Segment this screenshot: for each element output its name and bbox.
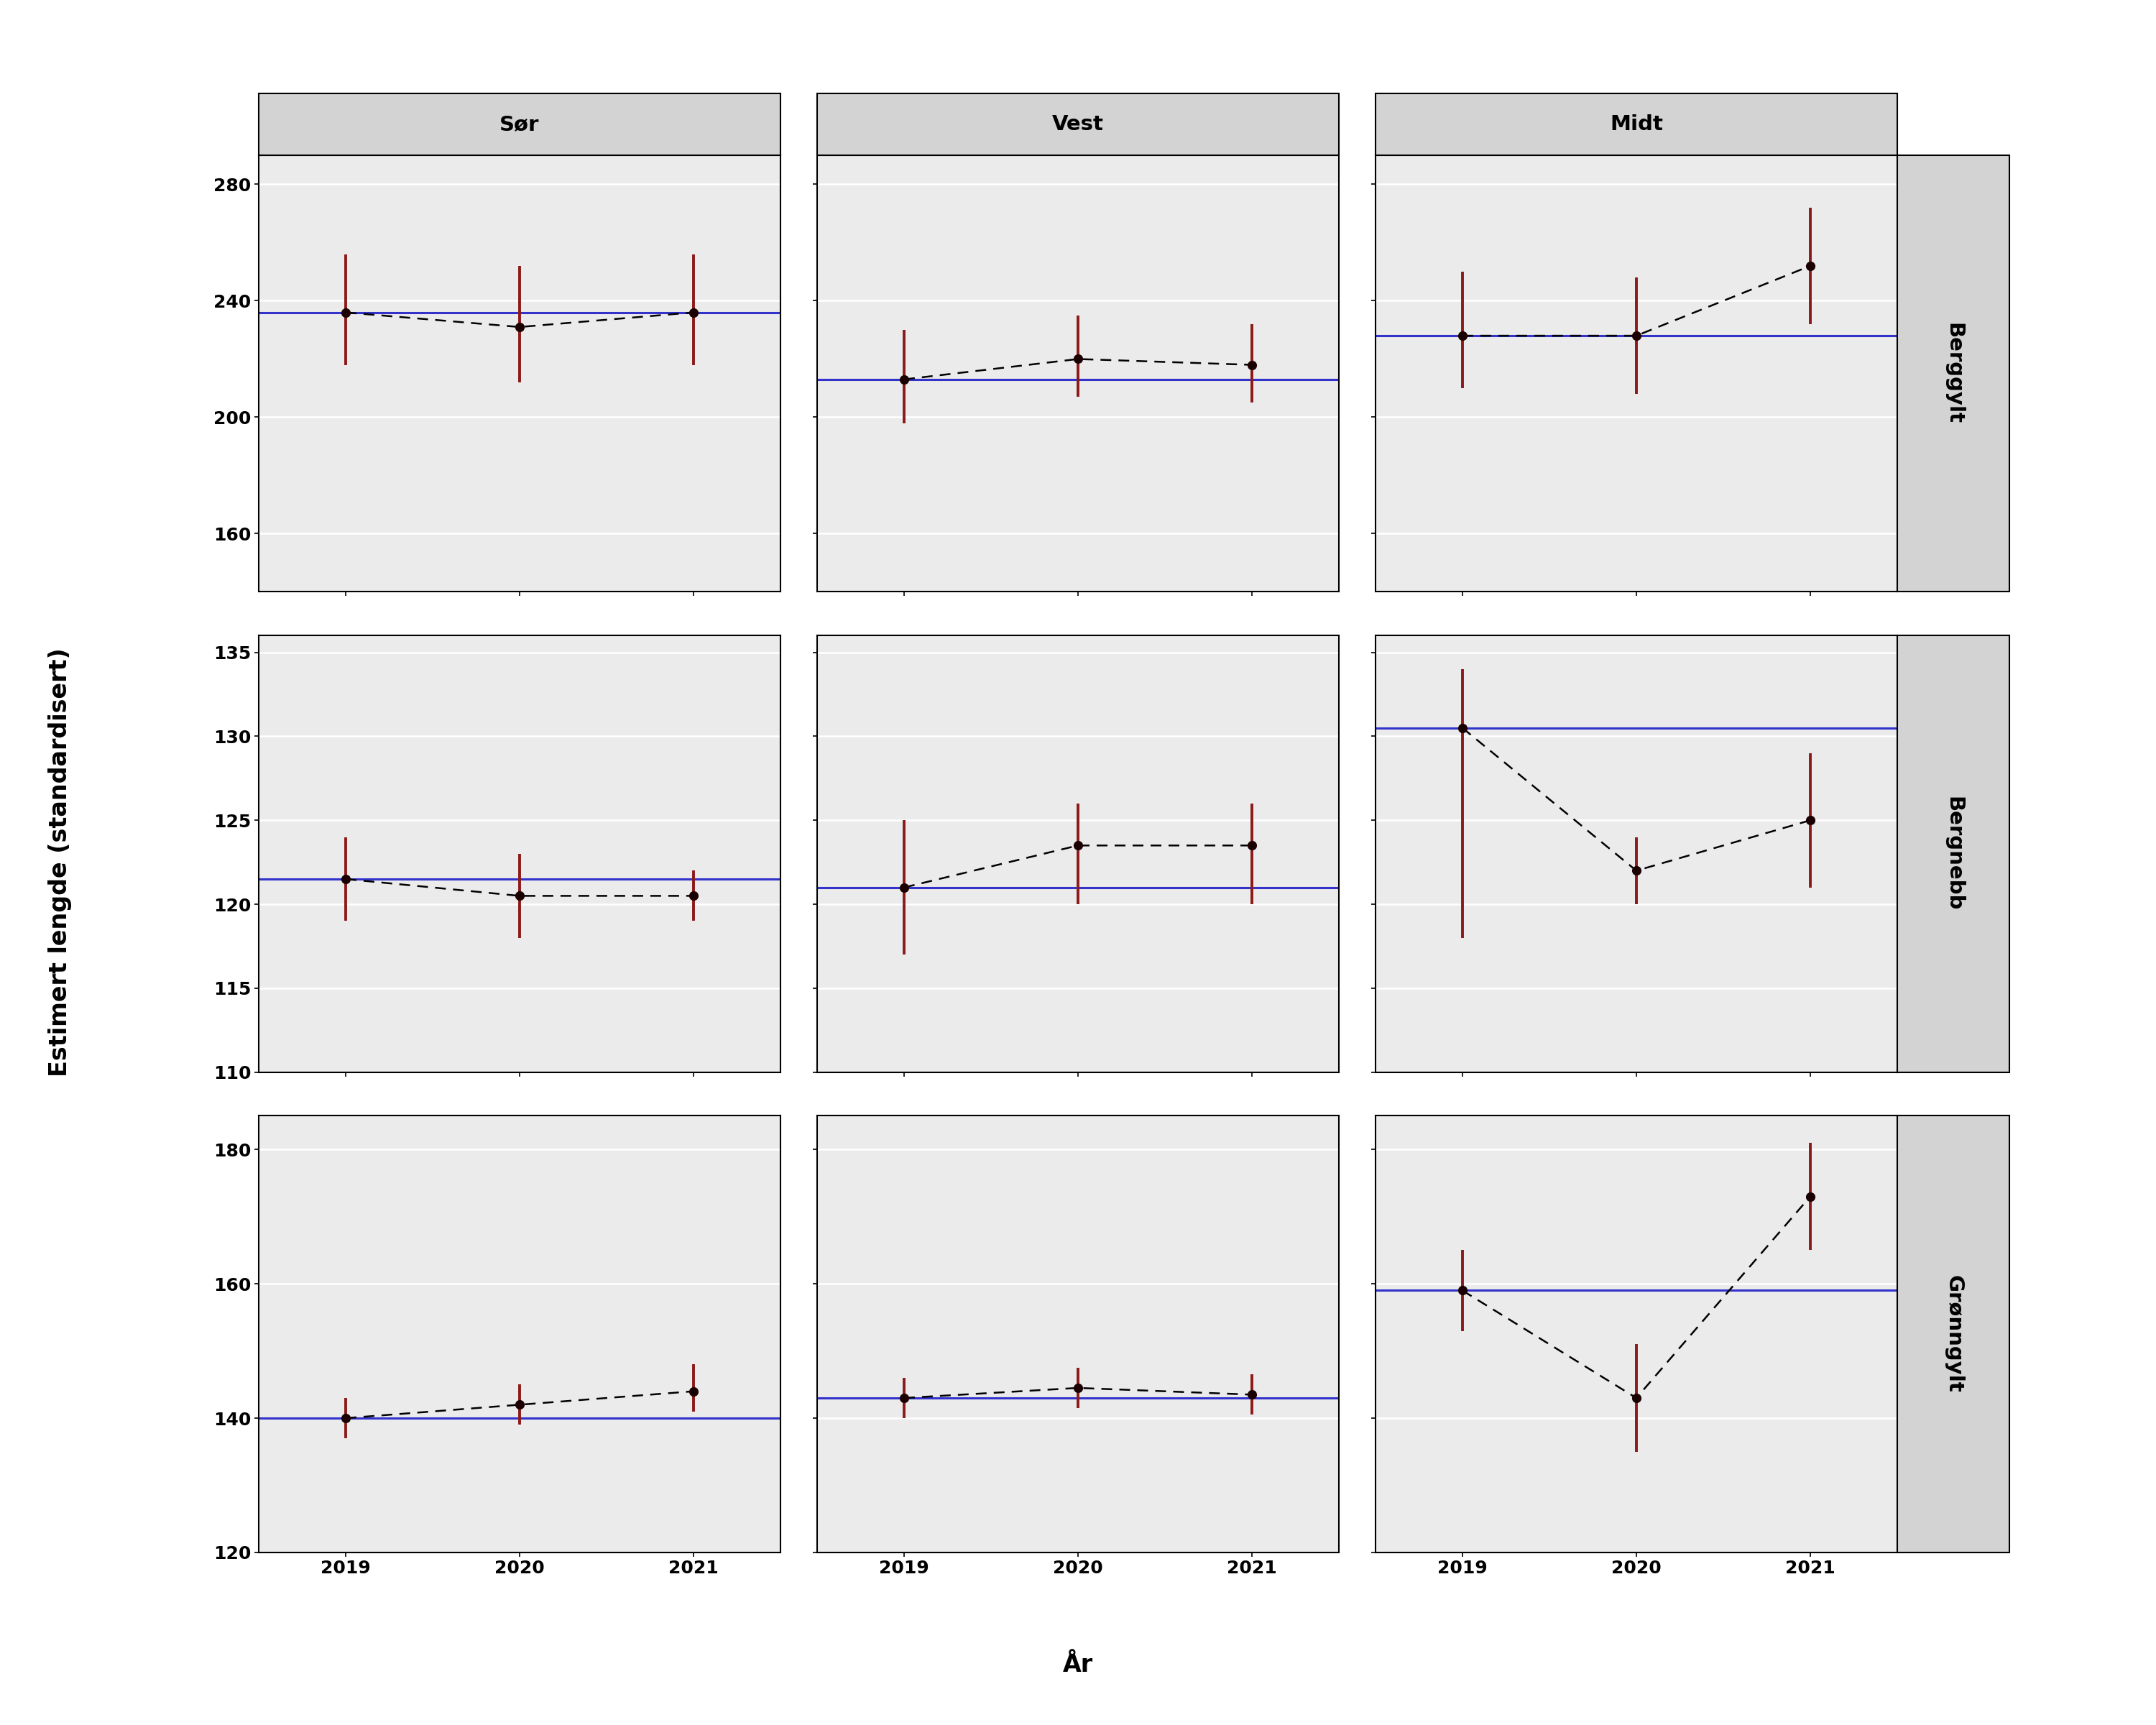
- Point: [1445, 323, 1479, 350]
- Text: Bergnebb: Bergnebb: [1943, 797, 1964, 911]
- Point: [886, 873, 921, 900]
- Point: [1619, 857, 1654, 885]
- Point: [1619, 1383, 1654, 1411]
- Point: [328, 866, 362, 894]
- Point: [1794, 807, 1828, 835]
- Point: [1235, 831, 1270, 859]
- Text: Berggylt: Berggylt: [1943, 323, 1964, 424]
- Point: [1619, 323, 1654, 350]
- Point: [677, 298, 711, 326]
- Text: Midt: Midt: [1611, 114, 1662, 135]
- Point: [1445, 1276, 1479, 1304]
- Point: [1061, 1375, 1095, 1402]
- Point: [1445, 714, 1479, 742]
- Point: [1235, 1380, 1270, 1408]
- Point: [502, 881, 537, 909]
- Text: Grønngylt: Grønngylt: [1943, 1275, 1964, 1394]
- Text: Vest: Vest: [1052, 114, 1104, 135]
- Point: [677, 881, 711, 909]
- Point: [328, 1404, 362, 1432]
- Text: Sør: Sør: [500, 114, 539, 135]
- Point: [1235, 350, 1270, 378]
- Point: [1794, 1183, 1828, 1211]
- Text: År: År: [1063, 1653, 1093, 1677]
- Point: [502, 1390, 537, 1418]
- Point: [1061, 345, 1095, 373]
- Point: [1794, 252, 1828, 279]
- Text: Estimert lengde (standardisert): Estimert lengde (standardisert): [47, 649, 73, 1076]
- Point: [328, 298, 362, 326]
- Point: [886, 366, 921, 393]
- Point: [677, 1378, 711, 1406]
- Point: [1061, 831, 1095, 859]
- Point: [502, 314, 537, 342]
- Point: [886, 1383, 921, 1411]
